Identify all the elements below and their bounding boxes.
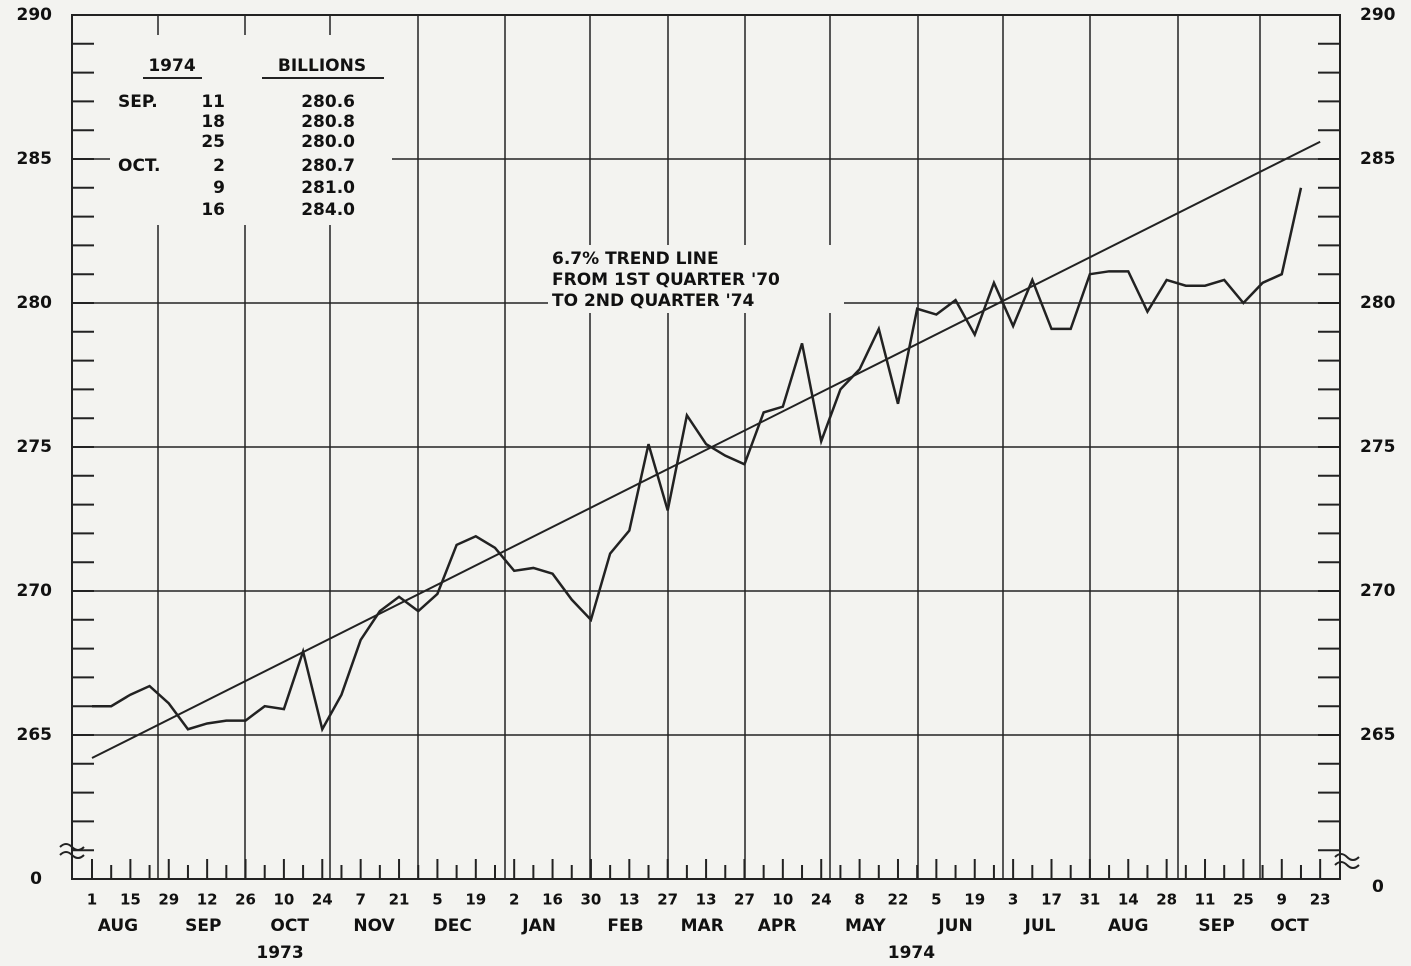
x-tick-label: 19 xyxy=(465,891,486,909)
trend-annotation: 6.7% TREND LINE xyxy=(552,249,719,269)
inset-day: 18 xyxy=(201,112,225,132)
x-tick-label: 1 xyxy=(87,891,97,909)
inset-value: 280.6 xyxy=(301,92,355,112)
y-tick-label-right: 275 xyxy=(1360,437,1396,457)
y-tick-label-right: 285 xyxy=(1360,149,1396,169)
month-label: SEP xyxy=(1198,916,1234,936)
y-tick-label-right: 270 xyxy=(1360,581,1396,601)
x-tick-label: 27 xyxy=(657,891,678,909)
month-label: JUL xyxy=(1024,916,1056,936)
x-tick-label: 30 xyxy=(581,891,602,909)
x-tick-label: 15 xyxy=(120,891,141,909)
x-tick-label: 24 xyxy=(811,891,832,909)
inset-value: 280.8 xyxy=(301,112,355,132)
x-tick-label: 24 xyxy=(312,891,333,909)
y-tick-label-right: 290 xyxy=(1360,5,1396,25)
month-label: AUG xyxy=(98,916,138,936)
x-tick-label: 26 xyxy=(235,891,256,909)
inset-day: 16 xyxy=(201,200,225,220)
x-tick-label: 13 xyxy=(619,891,640,909)
month-label: OCT xyxy=(270,916,309,936)
y-tick-label-right: 265 xyxy=(1360,725,1396,745)
inset-header: BILLIONS xyxy=(278,56,366,76)
inset-value: 284.0 xyxy=(301,200,355,220)
x-tick-label: 12 xyxy=(197,891,218,909)
month-label: NOV xyxy=(353,916,395,936)
inset-month: OCT. xyxy=(118,156,160,176)
annotation-background xyxy=(548,245,844,313)
x-tick-label: 14 xyxy=(1118,891,1139,909)
month-label: MAY xyxy=(845,916,886,936)
month-label: AUG xyxy=(1108,916,1148,936)
x-tick-label: 10 xyxy=(273,891,294,909)
x-tick-label: 16 xyxy=(542,891,563,909)
inset-value: 280.0 xyxy=(301,132,355,152)
y-tick-label: 265 xyxy=(17,725,53,745)
x-tick-label: 3 xyxy=(1008,891,1018,909)
month-label: DEC xyxy=(434,916,472,936)
x-tick-label: 11 xyxy=(1195,891,1216,909)
month-label: SEP xyxy=(185,916,221,936)
x-tick-label: 8 xyxy=(854,891,864,909)
y-tick-label-right: 280 xyxy=(1360,293,1396,313)
axis-break xyxy=(59,843,85,859)
month-label: OCT xyxy=(1270,916,1309,936)
x-tick-label: 17 xyxy=(1041,891,1062,909)
inset-value: 280.7 xyxy=(301,156,355,176)
x-tick-label: 9 xyxy=(1277,891,1287,909)
trend-line xyxy=(91,140,1321,759)
month-label: MAR xyxy=(681,916,724,936)
data-line xyxy=(92,187,1303,733)
x-tick-label: 27 xyxy=(734,891,755,909)
x-tick-label: 22 xyxy=(888,891,909,909)
y-break-label: 0 xyxy=(30,869,42,889)
trend-annotation: TO 2ND QUARTER '74 xyxy=(552,291,755,311)
x-tick-label: 21 xyxy=(389,891,410,909)
x-tick-label: 5 xyxy=(931,891,941,909)
y-tick-label: 275 xyxy=(17,437,53,457)
x-tick-label: 2 xyxy=(509,891,519,909)
x-tick-label: 29 xyxy=(158,891,179,909)
inset-month: SEP. xyxy=(118,92,158,112)
y-tick-label: 270 xyxy=(17,581,53,601)
month-label: APR xyxy=(758,916,797,936)
y-tick-label: 285 xyxy=(17,149,53,169)
inset-header: 1974 xyxy=(148,56,195,76)
year-label: 1974 xyxy=(888,943,935,963)
x-tick-label: 31 xyxy=(1079,891,1100,909)
axis-break xyxy=(1334,853,1360,869)
y-tick-label: 280 xyxy=(17,293,53,313)
y-break-label-right: 0 xyxy=(1372,877,1384,897)
month-label: JAN xyxy=(521,916,556,936)
inset-day: 11 xyxy=(201,92,225,112)
month-label: FEB xyxy=(607,916,643,936)
x-tick-label: 25 xyxy=(1233,891,1254,909)
x-tick-label: 23 xyxy=(1310,891,1331,909)
x-tick-label: 7 xyxy=(355,891,365,909)
x-tick-label: 28 xyxy=(1156,891,1177,909)
year-label: 1973 xyxy=(256,943,303,963)
x-tick-label: 5 xyxy=(432,891,442,909)
inset-day: 25 xyxy=(201,132,225,152)
x-tick-label: 19 xyxy=(964,891,985,909)
inset-day: 2 xyxy=(213,156,225,176)
inset-background xyxy=(110,35,392,225)
x-tick-label: 10 xyxy=(772,891,793,909)
x-tick-label: 13 xyxy=(696,891,717,909)
month-label: JUN xyxy=(937,916,972,936)
inset-value: 281.0 xyxy=(301,178,355,198)
inset-day: 9 xyxy=(213,178,225,198)
y-tick-label: 290 xyxy=(17,5,53,25)
trend-annotation: FROM 1ST QUARTER '70 xyxy=(552,270,780,290)
